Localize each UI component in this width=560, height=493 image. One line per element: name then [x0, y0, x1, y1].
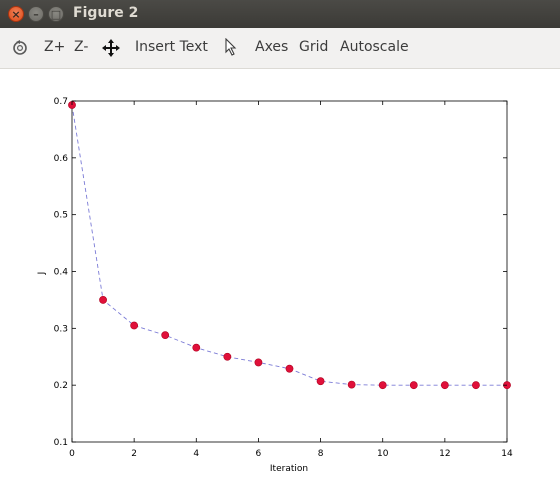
autoscale-button[interactable]: Autoscale [340, 39, 409, 55]
y-tick-label: 0.2 [54, 381, 68, 391]
data-point[interactable] [192, 343, 201, 352]
x-tick-label: 0 [69, 449, 75, 459]
x-tick-label: 14 [501, 449, 513, 459]
data-point[interactable] [254, 358, 263, 367]
y-tick-label: 0.6 [54, 154, 69, 164]
y-tick-label: 0.4 [54, 268, 69, 278]
y-tick-label: 0.3 [54, 324, 68, 334]
figure-toolbar: Z+ Z- Insert Text Axes Grid Autoscale [0, 28, 560, 69]
data-point[interactable] [130, 321, 139, 330]
axes-button[interactable]: Axes [255, 39, 289, 55]
x-tick-label: 8 [318, 449, 324, 459]
data-point[interactable] [161, 331, 170, 340]
line-chart[interactable]: 0 2 4 6 8 10 12 14 0.1 0.2 0.3 0.4 0.5 0.6 0.7 Iterati… [0, 69, 560, 489]
x-tick-label: 2 [131, 449, 137, 459]
rotate-icon[interactable] [11, 38, 29, 60]
data-point[interactable] [347, 380, 356, 389]
x-tick-label: 10 [377, 449, 389, 459]
x-tick-label: 6 [256, 449, 262, 459]
grid-button[interactable]: Grid [299, 39, 329, 55]
y-axis-label: J [37, 272, 47, 276]
x-axis-label: Iteration [270, 464, 308, 474]
data-point[interactable] [223, 352, 232, 361]
axes-box [71, 100, 508, 443]
zoom-in-button[interactable]: Z+ [44, 39, 66, 55]
window-title: Figure 2 [73, 5, 139, 21]
zoom-out-button[interactable]: Z- [74, 39, 89, 55]
y-tick-label: 0.5 [54, 211, 68, 221]
close-window-button[interactable]: × [8, 6, 24, 22]
maximize-window-button[interactable]: □ [48, 6, 64, 22]
select-arrow-icon[interactable] [224, 37, 238, 60]
data-point[interactable] [440, 381, 449, 390]
pan-icon[interactable] [101, 38, 121, 62]
insert-text-button[interactable]: Insert Text [135, 39, 208, 55]
data-point[interactable] [99, 296, 107, 304]
x-tick-label: 4 [193, 449, 199, 459]
plot-area: 0 2 4 6 8 10 12 14 0.1 0.2 0.3 0.4 0.5 0.6 0.7 Iterati… [0, 69, 560, 493]
data-point[interactable] [472, 381, 480, 390]
minimize-window-button[interactable]: – [28, 6, 44, 22]
title-bar: × – □ Figure 2 [0, 0, 560, 29]
y-tick-label: 0.7 [54, 97, 68, 107]
y-tick-label: 0.1 [54, 438, 68, 448]
data-point[interactable] [316, 377, 325, 386]
data-point[interactable] [409, 381, 418, 390]
data-point[interactable] [285, 364, 294, 373]
data-point[interactable] [378, 381, 387, 390]
x-tick-label: 12 [439, 449, 450, 459]
